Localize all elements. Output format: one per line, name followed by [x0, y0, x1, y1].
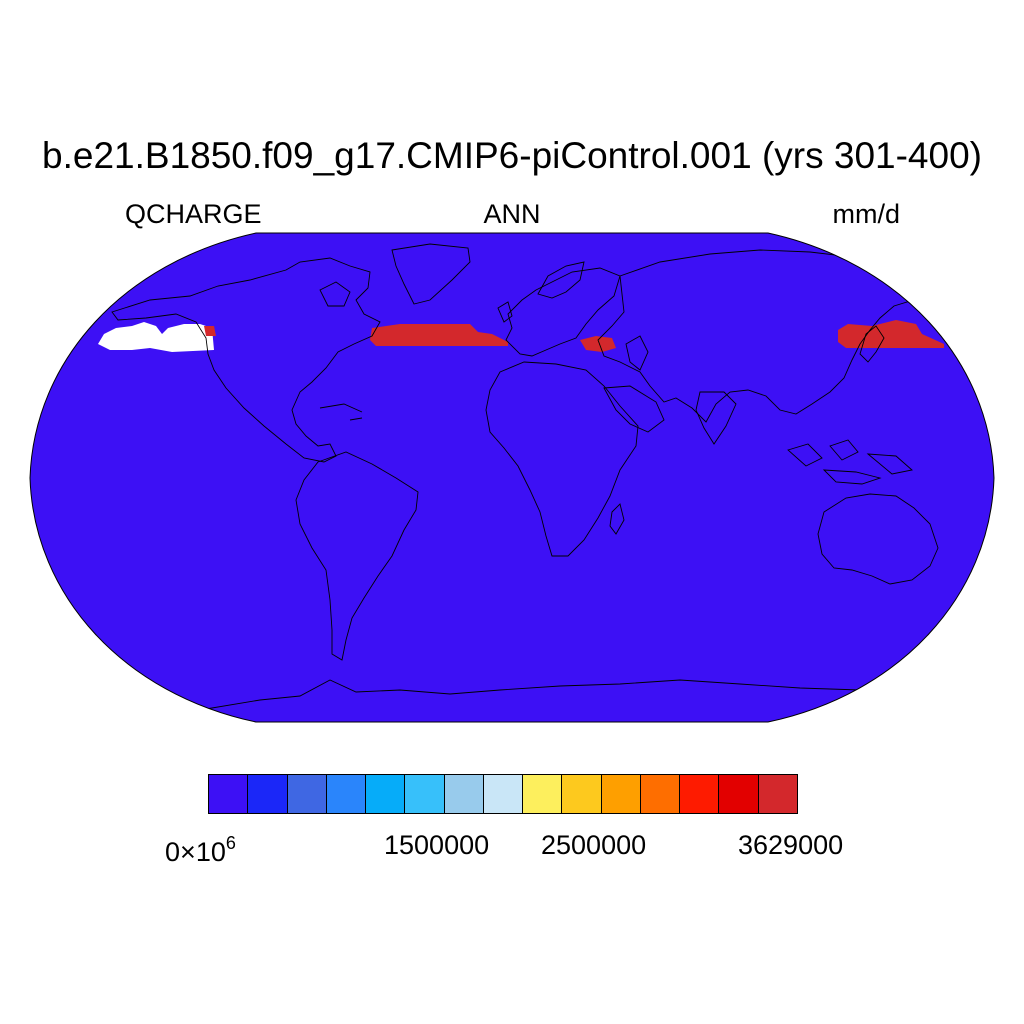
colorbar-box-1: [248, 775, 288, 813]
colorbar-box-8: [523, 775, 563, 813]
season-label: ANN: [483, 199, 541, 229]
high-value-region-nw-pacific: [838, 320, 944, 348]
colorbar-box-3: [326, 775, 367, 813]
map-background: [30, 233, 994, 722]
colorbar-box-2: [287, 775, 327, 813]
colorbar-label-min-mantissa: 0: [165, 837, 181, 867]
colorbar-box-7: [483, 775, 524, 813]
colorbar-box-11: [640, 775, 681, 813]
colorbar-box-5: [405, 775, 445, 813]
colorbar-label-max: 3629000: [738, 830, 844, 860]
colorbar-label-min-exponent: 6: [225, 833, 236, 853]
colorbar-box-4: [366, 775, 406, 813]
variable-label: QCHARGE: [125, 199, 262, 229]
colorbar-box-6: [444, 775, 484, 813]
colorbar-box-12: [680, 775, 720, 813]
colorbar-box-13: [719, 775, 759, 813]
map-outline: [29, 232, 995, 723]
high-value-region-black-sea: [580, 336, 616, 352]
high-value-region-ne-pacific: [204, 326, 216, 336]
missing-data-region-pacific: [98, 322, 214, 352]
colorbar-label-min-times: ×: [180, 837, 196, 867]
high-value-region-north-atlantic: [370, 324, 508, 346]
plot-title: b.e21.B1850.f09_g17.CMIP6-piControl.001 …: [42, 135, 982, 176]
colorbar-label-min-base: 10: [195, 837, 226, 867]
colorbar-label-2500000: 2500000: [541, 830, 647, 860]
units-label: mm/d: [832, 199, 901, 229]
colorbar-box-0: [209, 775, 249, 813]
colorbar-label-1500000: 1500000: [384, 830, 490, 860]
colorbar-box-14: [758, 775, 797, 813]
colorbar-box-9: [562, 775, 602, 813]
colorbar: [208, 774, 798, 814]
colorbar-label-min: 0×106: [165, 828, 236, 869]
colorbar-box-10: [601, 775, 641, 813]
